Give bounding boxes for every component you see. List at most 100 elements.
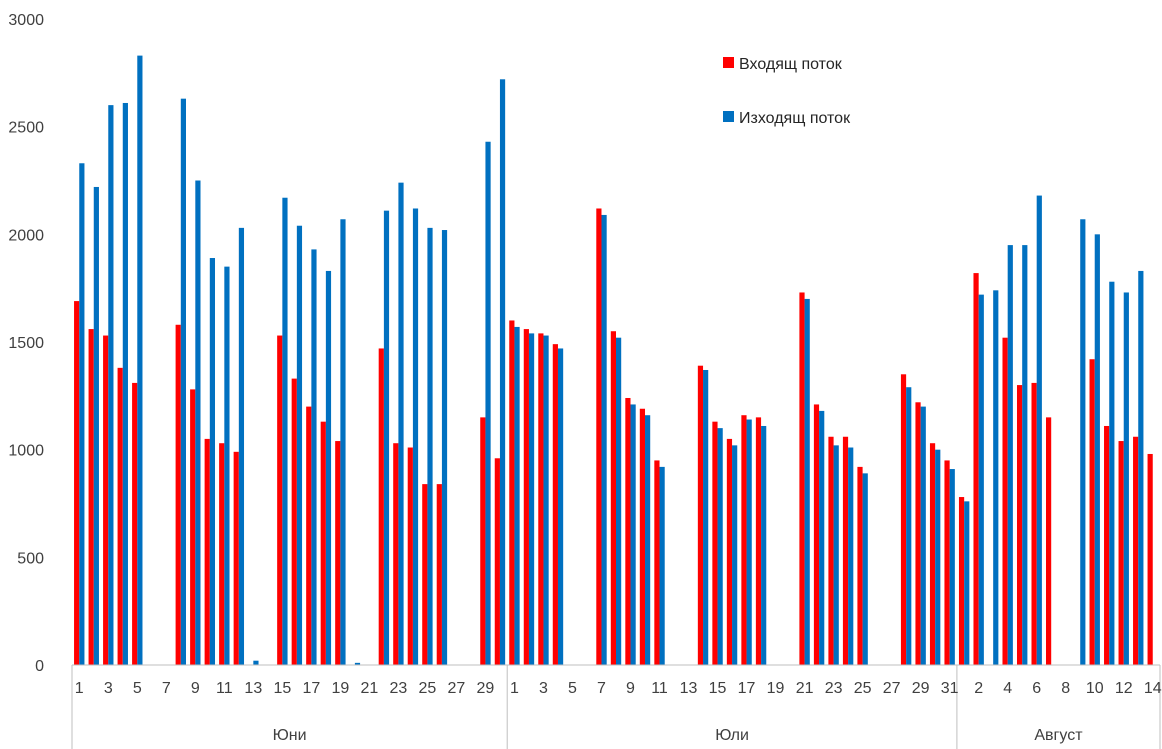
bar-inflow [1104,425,1110,665]
bar-inflow [422,484,428,665]
bar-outflow [1007,245,1013,665]
y-tick-label: 2000 [8,227,44,244]
bar-outflow [993,290,999,665]
bar-inflow [755,417,762,665]
bar-outflow [238,227,245,665]
bar-outflow [485,141,491,666]
x-tick-label: 7 [162,680,171,697]
bar-outflow [340,219,346,665]
bar-outflow [253,660,259,665]
x-axis-tick-labels: 1 3 5 7 9 11 13 15 17 19 21 23 25 27 29 1 3 5 7 9 11 13 15 17 19… [75,680,1162,697]
x-tick-label: 8 [1061,680,1070,697]
x-tick-label: 25 [854,680,872,697]
bar-outflow [296,225,303,665]
bar-outflow [920,406,926,665]
x-tick-label: 5 [568,680,577,697]
x-tick-label: 9 [191,680,200,697]
bar-outflow [906,387,912,665]
bar-outflow [1036,195,1042,665]
bar-inflow [306,406,312,665]
x-tick-label: 7 [597,680,606,697]
bar-inflow [407,447,413,665]
x-tick-label: 2 [974,680,983,697]
x-tick-label: 9 [626,680,635,697]
bar-inflow [117,367,123,665]
bar-outflow [761,425,767,665]
bar-inflow [712,421,718,665]
x-tick-label: 17 [738,680,756,697]
bar-inflow [1046,417,1052,665]
bar-inflow [625,397,631,665]
bar-inflow [393,443,399,665]
legend-swatch-outflow [723,111,734,122]
bar-inflow [219,443,225,665]
bar-inflow [335,441,341,665]
x-tick-label: 25 [419,680,437,697]
x-tick-label: 27 [448,680,466,697]
legend-swatch-inflow [723,57,734,68]
bar-outflow [514,326,520,665]
bar-outflow [325,270,332,665]
bar-inflow [697,365,704,665]
bar-inflow [596,208,602,666]
bar-outflow [630,404,636,665]
bar-outflow [412,208,419,666]
bar-outflow [833,445,839,665]
bar-inflow [813,404,820,665]
bar-inflow [233,451,239,665]
bar-outflow [659,466,665,665]
x-tick-label: 23 [825,680,843,697]
x-tick-label: 1 [510,680,519,697]
y-tick-label: 1500 [8,335,44,352]
bar-inflow [480,417,486,665]
x-tick-label: 13 [680,680,698,697]
bar-outflow [108,105,114,665]
bar-outflow [383,210,390,665]
month-label: Юни [273,727,307,744]
bar-outflow [224,266,230,665]
x-tick-label: 11 [216,680,233,697]
y-tick-label: 500 [17,550,44,567]
bar-outflow [616,337,622,665]
bar-outflow [195,180,201,665]
bar-outflow [862,473,868,665]
x-tick-label: 21 [360,680,378,697]
bar-outflow [717,428,723,665]
bar-inflow [190,389,196,665]
bar-inflow [320,421,326,665]
bar-inflow [1147,453,1153,665]
bar-inflow [1118,441,1124,665]
bar-outflow [703,369,709,665]
bar-outflow [441,230,448,665]
x-tick-label: 5 [133,680,142,697]
bar-inflow [1002,337,1008,665]
bar-inflow [88,329,94,665]
x-tick-label: 29 [912,680,930,697]
bar-outflow [746,419,752,665]
bar-outflow [543,335,549,665]
y-tick-label: 0 [35,658,44,675]
bar-outflow [398,182,404,665]
x-tick-label: 17 [302,680,320,697]
bar-outflow [804,298,810,665]
bar-outflow [1080,219,1086,665]
bar-outflow [557,348,564,665]
x-tick-label: 1 [75,680,84,697]
x-tick-label: 10 [1086,680,1104,697]
bar-outflow [732,445,738,665]
bar-inflow [378,348,384,665]
x-tick-label: 4 [1003,680,1012,697]
bar-outflow [1109,281,1115,665]
bar-outflow [964,501,970,665]
bar-outflow [1094,234,1100,665]
bar-inflow [436,484,442,665]
x-tick-label: 19 [767,680,785,697]
bar-inflow [494,458,500,665]
bar-inflow [1089,359,1095,665]
legend: Входящ поток Изходящ поток [723,56,851,127]
y-tick-label: 3000 [8,12,44,29]
bar-inflow [132,382,138,665]
x-tick-label: 12 [1115,680,1133,697]
bar-inflow [277,335,283,665]
x-tick-label: 11 [651,680,668,697]
